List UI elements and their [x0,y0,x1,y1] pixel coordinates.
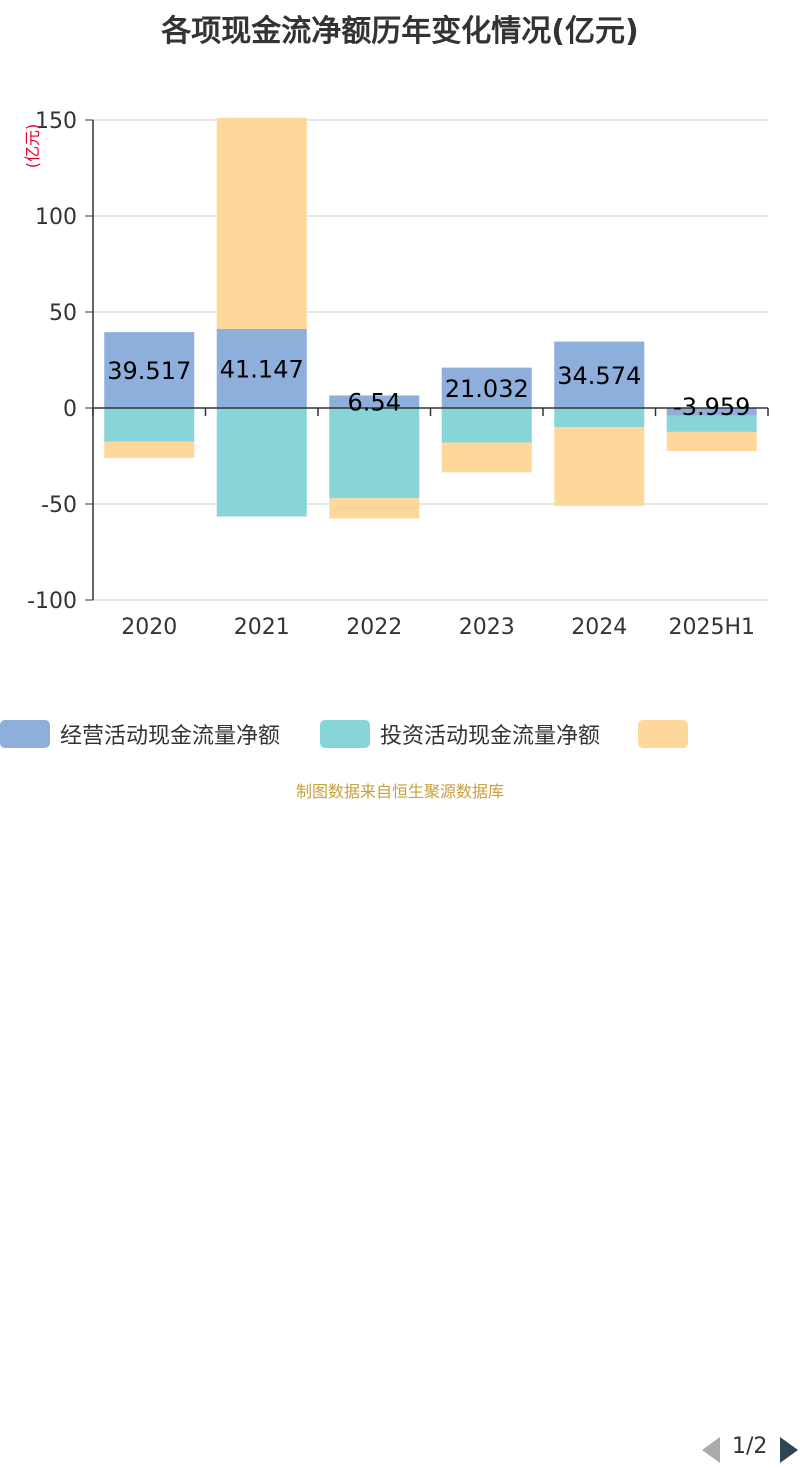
bar-segment-series-0 [441,367,532,408]
legend-swatch-investing [320,720,370,748]
legend-swatch-operating [0,720,50,748]
bar-segment-series-0 [329,395,420,408]
bar-segment-series-2 [104,441,195,458]
y-tick-label: -100 [27,589,77,614]
bar-segment-series-0 [666,408,757,416]
y-tick-label: 100 [35,205,77,230]
bar-segment-series-1 [554,408,645,428]
bar-segment-series-2 [666,431,757,452]
x-tick-label: 2024 [571,615,627,640]
legend-label-investing: 投资活动现金流量净额 [380,724,601,749]
bar-segment-series-1 [441,408,532,443]
legend-swatch-third [638,720,688,748]
legend-item-investing[interactable]: 投资活动现金流量净额 [320,716,600,752]
y-tick-label: 50 [49,301,77,326]
bar-segment-series-2 [216,117,307,329]
legend-item-third[interactable] [638,716,688,752]
bar-segment-series-2 [329,498,420,519]
legend-page-indicator: 1/2 [732,1434,768,1459]
chart-title: 各项现金流净额历年变化情况(亿元) [161,14,639,49]
x-tick-label: 2023 [459,615,515,640]
x-tick-label: 2020 [121,615,177,640]
bar-segment-series-1 [666,415,757,432]
x-tick-label: 2022 [346,615,402,640]
bar-segment-series-0 [216,328,307,408]
data-label: -3.959 [673,393,750,421]
bar-segment-series-1 [216,408,307,517]
y-tick-label: -50 [41,493,77,518]
legend-label-operating: 经营活动现金流量净额 [60,724,281,749]
legend-next-page-icon[interactable] [780,1437,798,1463]
legend: 经营活动现金流量净额 投资活动现金流量净额 1/2 [0,716,800,1463]
bar-segment-series-0 [104,332,195,408]
data-label: 41.147 [220,355,304,383]
y-tick-label: 150 [35,109,77,134]
x-tick-label: 2025H1 [668,615,755,640]
bar-segment-series-0 [554,341,645,408]
legend-prev-page-icon[interactable] [702,1437,720,1463]
legend-item-operating[interactable]: 经营活动现金流量净额 [0,716,280,752]
bar-segment-series-1 [104,408,195,442]
x-tick-label: 2021 [234,615,290,640]
bar-segment-series-2 [441,442,532,473]
data-label: 21.032 [445,375,529,403]
bar-segment-series-2 [554,427,645,506]
data-label: 6.54 [348,389,401,417]
y-tick-label: 0 [63,397,77,422]
bar-segment-series-1 [329,408,420,499]
data-label: 34.574 [557,362,641,390]
source-note: 制图数据来自恒生聚源数据库 [295,782,504,801]
y-axis-unit-label: (亿元) [23,124,42,169]
data-label: 39.517 [107,357,191,385]
bar-chart: -100 -50 0 50 100 150(亿元) 39.517 41.147 6.54 21.0… [23,109,769,640]
legend-pager: 1/2 [700,1432,800,1468]
